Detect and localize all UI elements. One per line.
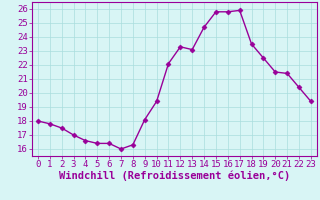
X-axis label: Windchill (Refroidissement éolien,°C): Windchill (Refroidissement éolien,°C) — [59, 171, 290, 181]
